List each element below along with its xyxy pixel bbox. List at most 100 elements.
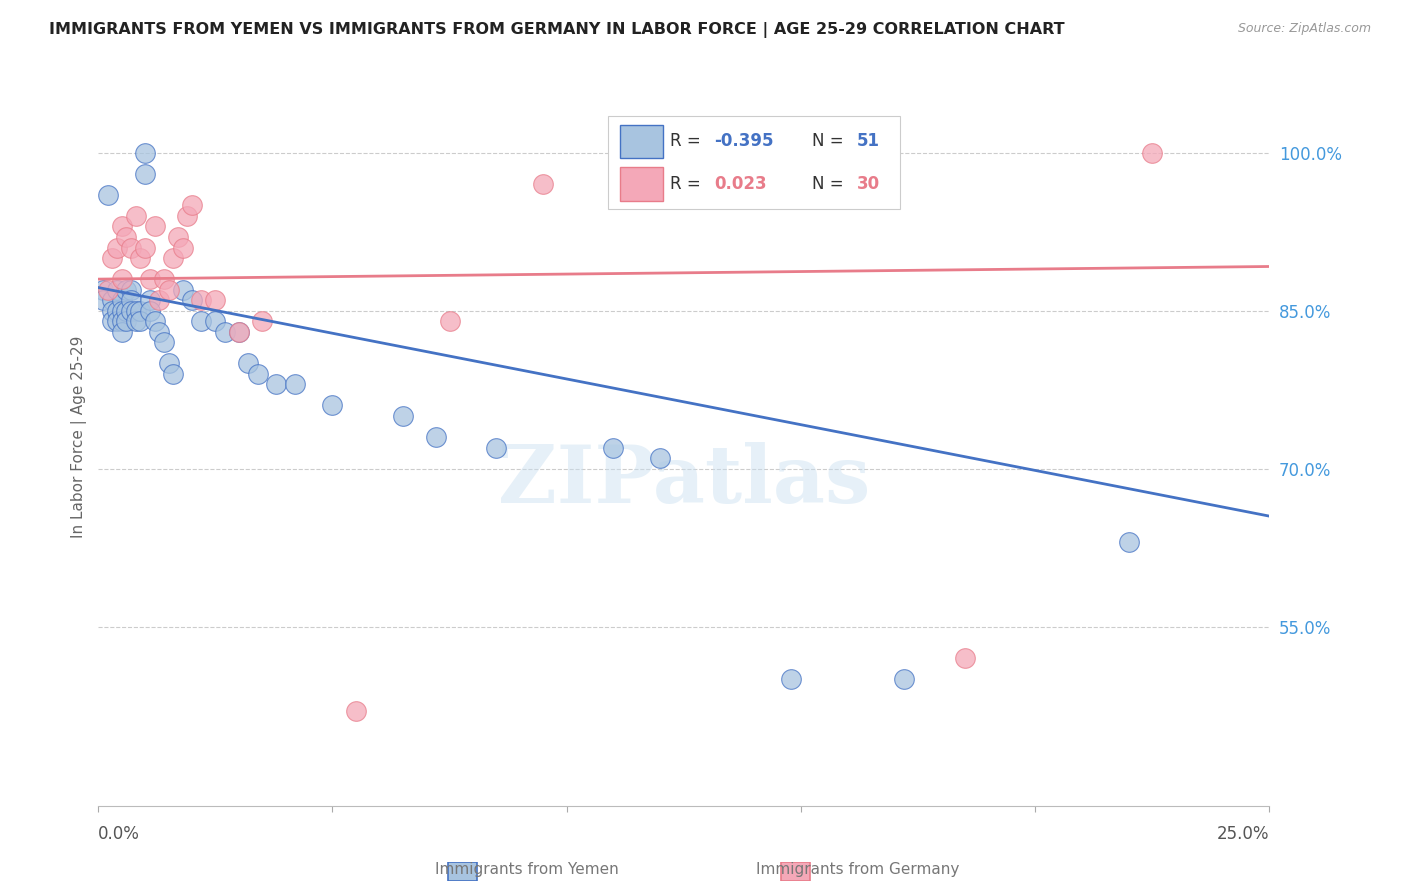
Point — [134, 241, 156, 255]
Text: -0.395: -0.395 — [714, 133, 773, 151]
FancyBboxPatch shape — [782, 863, 810, 880]
Point — [91, 283, 114, 297]
Point — [129, 251, 152, 265]
Point — [176, 209, 198, 223]
Point — [115, 283, 138, 297]
FancyBboxPatch shape — [620, 125, 662, 159]
Text: N =: N = — [813, 133, 849, 151]
Point — [602, 441, 624, 455]
Point — [111, 272, 134, 286]
Point — [139, 272, 162, 286]
Point — [228, 325, 250, 339]
Point — [321, 399, 343, 413]
Text: Immigrants from Germany: Immigrants from Germany — [756, 863, 959, 877]
Point — [139, 303, 162, 318]
Text: IMMIGRANTS FROM YEMEN VS IMMIGRANTS FROM GERMANY IN LABOR FORCE | AGE 25-29 CORR: IMMIGRANTS FROM YEMEN VS IMMIGRANTS FROM… — [49, 22, 1064, 38]
Point — [204, 293, 226, 308]
Text: N =: N = — [813, 175, 849, 194]
Point — [111, 314, 134, 328]
Point — [120, 241, 142, 255]
Point — [214, 325, 236, 339]
Point — [344, 704, 367, 718]
FancyBboxPatch shape — [620, 168, 662, 202]
Text: ZIPatlas: ZIPatlas — [498, 442, 870, 520]
Point — [252, 314, 274, 328]
Point — [190, 314, 212, 328]
Point — [134, 167, 156, 181]
Point — [1118, 535, 1140, 549]
Text: Source: ZipAtlas.com: Source: ZipAtlas.com — [1237, 22, 1371, 36]
Point — [143, 314, 166, 328]
Point — [246, 367, 269, 381]
Point — [953, 651, 976, 665]
Point — [101, 293, 124, 308]
Point — [167, 230, 190, 244]
Point — [181, 293, 204, 308]
Point — [190, 293, 212, 308]
Point — [115, 303, 138, 318]
Point — [105, 314, 128, 328]
Point — [1140, 145, 1163, 160]
Point — [181, 198, 204, 212]
Point — [143, 219, 166, 234]
Point — [204, 314, 226, 328]
Point — [284, 377, 307, 392]
Point — [148, 293, 170, 308]
Point — [531, 178, 554, 192]
Point — [153, 335, 176, 350]
Point — [148, 325, 170, 339]
Point — [134, 145, 156, 160]
Point — [105, 283, 128, 297]
Point — [125, 303, 148, 318]
Point — [391, 409, 413, 423]
Point — [101, 314, 124, 328]
FancyBboxPatch shape — [449, 863, 477, 880]
Point — [120, 293, 142, 308]
Text: 51: 51 — [858, 133, 880, 151]
Point — [115, 230, 138, 244]
Point — [105, 303, 128, 318]
Point — [120, 303, 142, 318]
Point — [129, 303, 152, 318]
Point — [115, 314, 138, 328]
Point — [696, 178, 718, 192]
FancyBboxPatch shape — [607, 117, 900, 209]
Point — [266, 377, 288, 392]
Text: 0.0%: 0.0% — [98, 824, 141, 843]
Text: 0.023: 0.023 — [714, 175, 766, 194]
Point — [125, 314, 148, 328]
Point — [439, 314, 461, 328]
Text: R =: R = — [669, 133, 706, 151]
Point — [97, 187, 120, 202]
Point — [485, 441, 508, 455]
Point — [157, 356, 180, 370]
Point — [91, 293, 114, 308]
Point — [139, 293, 162, 308]
Point — [125, 209, 148, 223]
Point — [172, 241, 194, 255]
Point — [238, 356, 260, 370]
Point — [650, 451, 672, 466]
Point — [162, 251, 184, 265]
Point — [228, 325, 250, 339]
Point — [101, 303, 124, 318]
Text: R =: R = — [669, 175, 706, 194]
Text: 30: 30 — [858, 175, 880, 194]
Point — [893, 673, 915, 687]
Point — [425, 430, 447, 444]
Point — [780, 673, 803, 687]
Point — [101, 251, 124, 265]
Point — [129, 314, 152, 328]
Y-axis label: In Labor Force | Age 25-29: In Labor Force | Age 25-29 — [72, 336, 87, 538]
Point — [111, 293, 134, 308]
Point — [162, 367, 184, 381]
Point — [157, 283, 180, 297]
Point — [111, 325, 134, 339]
Point — [120, 283, 142, 297]
Point — [153, 272, 176, 286]
Point — [172, 283, 194, 297]
Text: Immigrants from Yemen: Immigrants from Yemen — [436, 863, 619, 877]
Point — [105, 241, 128, 255]
Text: 25.0%: 25.0% — [1216, 824, 1270, 843]
Point — [111, 219, 134, 234]
